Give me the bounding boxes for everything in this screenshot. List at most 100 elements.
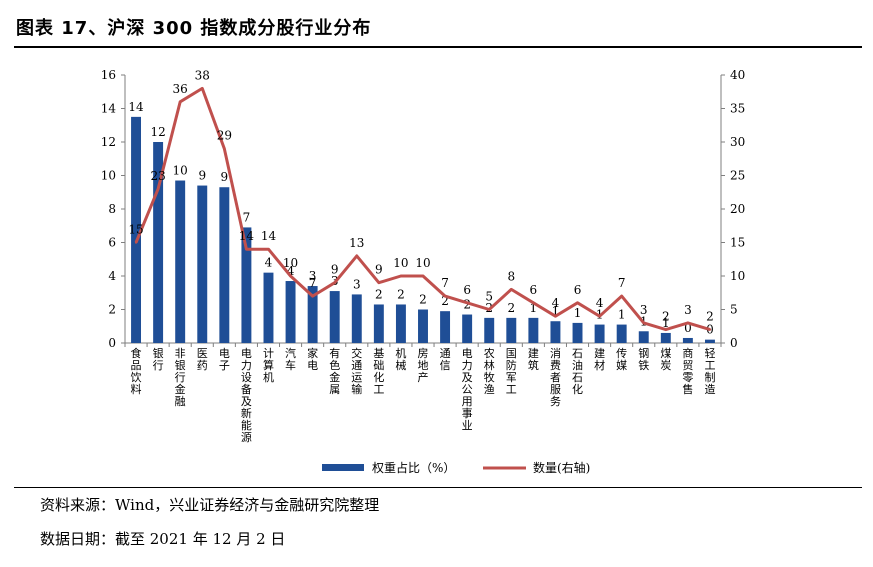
bar-data-label: 1 [618, 308, 626, 322]
line-point [488, 308, 491, 311]
line-point [443, 294, 447, 298]
count-line [134, 86, 712, 332]
category-label: 有色金属 [329, 346, 340, 396]
line-point [201, 87, 204, 90]
bar [462, 314, 473, 343]
weight-bars [131, 116, 715, 343]
line-point [510, 288, 513, 291]
category-label: 石油石化 [572, 347, 583, 396]
bar [638, 331, 649, 343]
line-point [465, 301, 469, 304]
bar-data-label: 4 [265, 256, 273, 270]
right-axis-tick-label: 10 [730, 269, 745, 283]
bar-data-label: 1 [574, 306, 582, 320]
legend-bar-label: 权重占比（%） [372, 460, 455, 475]
left-axis-tick-label: 4 [108, 269, 116, 283]
line-data-label: 3 [684, 303, 692, 317]
line-data-label: 10 [415, 256, 430, 270]
bar-data-label: 0 [684, 321, 692, 335]
bar-data-label: 4 [287, 264, 295, 278]
bar [285, 281, 296, 343]
bar [572, 322, 583, 343]
line-data-label: 7 [309, 276, 317, 290]
left-axis-tick-label: 2 [108, 303, 116, 317]
bar [351, 294, 362, 343]
bar [153, 142, 164, 343]
category-label: 建材 [594, 346, 605, 372]
category-label: 国防军工 [506, 347, 517, 396]
line-data-label: 6 [574, 283, 582, 297]
bar [418, 309, 428, 343]
bar [241, 227, 252, 343]
left-axis-tick-label: 12 [101, 135, 116, 149]
line-data-label: 10 [283, 256, 298, 270]
bar [329, 291, 340, 343]
right-axis-tick-label: 40 [730, 68, 745, 82]
left-axis-tick-label: 0 [108, 336, 116, 350]
line-data-label: 7 [618, 276, 626, 290]
category-label: 传媒 [616, 347, 627, 372]
bar [616, 324, 627, 343]
line-data-label: 9 [331, 263, 339, 277]
category-label: 通信 [440, 347, 451, 372]
category-label: 煤炭 [660, 347, 671, 372]
bar-data-label: 2 [463, 298, 471, 312]
line-point [223, 147, 226, 150]
bar [263, 272, 274, 343]
bar [484, 317, 495, 343]
bar [594, 324, 605, 343]
bar [550, 321, 561, 343]
category-label: 电力设备及新能源 [241, 347, 252, 444]
line-data-label: 2 [706, 310, 714, 324]
line-point [554, 315, 557, 318]
bar-data-label: 14 [128, 100, 144, 114]
bar [704, 339, 715, 343]
line-point [532, 301, 535, 304]
right-axis-tick-label: 35 [730, 102, 745, 116]
category-label: 计算机 [263, 347, 274, 384]
bar-data-label: 1 [552, 304, 560, 318]
bar [440, 311, 451, 343]
line-data-label: 10 [393, 256, 408, 270]
category-label: 商贸零售 [682, 346, 693, 396]
category-label: 交通运输 [351, 346, 362, 396]
line-data-label: 4 [596, 296, 604, 310]
bar-data-label: 2 [507, 301, 515, 315]
line-point [708, 328, 712, 331]
line-point [664, 328, 668, 331]
line-data-label: 23 [150, 169, 165, 183]
line-data-label: 15 [128, 223, 143, 237]
bar-data-label: 12 [150, 125, 165, 139]
line-point [289, 274, 292, 278]
line-data-label: 9 [375, 263, 383, 277]
page-title: 图表 17、沪深 300 指数成分股行业分布 [16, 18, 372, 39]
line-data-label: 7 [441, 276, 449, 290]
bar [506, 317, 517, 343]
bar [131, 116, 142, 343]
bar [395, 304, 406, 343]
line-point [355, 254, 358, 258]
right-axis-tick-label: 15 [730, 236, 745, 250]
bar [197, 185, 208, 343]
category-labels: 食品饮料银行非银行金融医药电子电力设备及新能源计算机汽车家电有色金属交通运输基础… [131, 346, 716, 444]
line-data-label: 2 [662, 310, 670, 324]
line-point [598, 315, 601, 318]
line-data-label: 14 [239, 229, 255, 243]
category-label: 电力及公用事业 [462, 347, 473, 432]
source-note: 资料来源：Wind，兴业证券经济与金融研究院整理 [40, 496, 380, 514]
legend-line-label: 数量(右轴) [533, 460, 590, 475]
line-point [311, 294, 314, 298]
line-point [156, 187, 160, 191]
line-point [642, 321, 645, 325]
bar [528, 317, 539, 343]
line-data-label: 13 [349, 236, 364, 250]
bar-data-label: 2 [419, 293, 427, 307]
category-label: 基础化工 [373, 347, 384, 396]
line-data-label: 4 [552, 296, 560, 310]
category-label: 房地产 [418, 347, 429, 384]
bar [219, 187, 230, 343]
bar-data-label: 7 [243, 210, 251, 224]
line-data-label: 6 [530, 283, 538, 297]
category-label: 机械 [395, 346, 406, 372]
